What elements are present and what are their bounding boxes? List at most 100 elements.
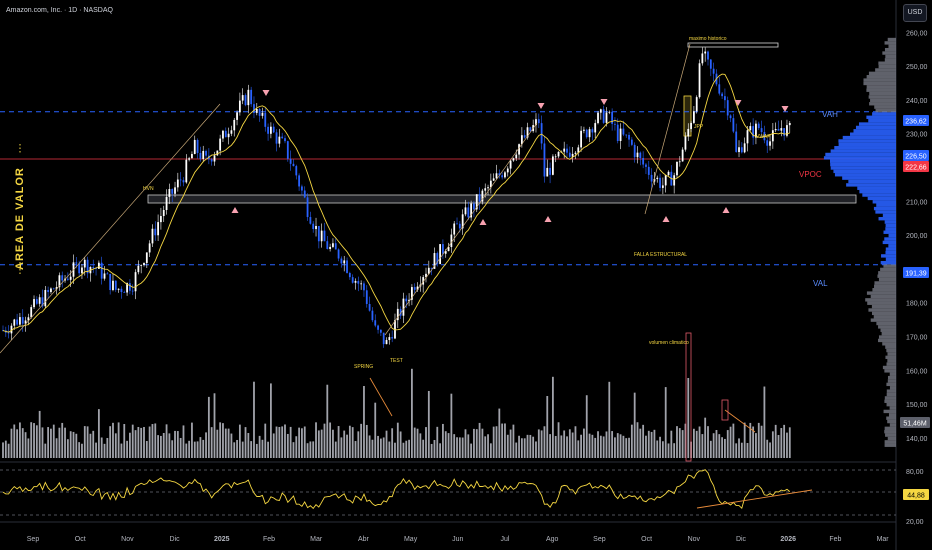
volume-bar: [171, 440, 174, 458]
volume-bar: [740, 442, 743, 458]
profile-bar: [842, 135, 896, 140]
volume-box: [721, 399, 729, 421]
profile-bar: [868, 308, 896, 312]
volume-bar: [602, 436, 605, 458]
volume-bar: [512, 424, 515, 458]
candle: [86, 256, 89, 279]
profile-bar: [886, 389, 896, 393]
volume-bar: [50, 428, 52, 458]
candle: [131, 284, 134, 296]
price-tick: 250,00: [906, 64, 928, 71]
volume-bar: [625, 438, 628, 458]
price-axis[interactable]: 260,00250,00240,00230,00220,00210,00200,…: [906, 30, 928, 443]
volume-bar: [292, 442, 295, 458]
volume-bar: [210, 427, 213, 458]
volume-bar: [439, 443, 441, 458]
swing-low-marker: [662, 216, 670, 222]
profile-bar: [878, 271, 896, 275]
volume-bar: [129, 432, 131, 458]
volume-bar: [422, 439, 425, 458]
volume-bar: [188, 440, 191, 458]
profile-bar: [871, 311, 896, 316]
candle: [774, 122, 777, 133]
candle: [537, 113, 540, 128]
candle: [611, 108, 614, 131]
currency-button[interactable]: USD: [903, 4, 927, 22]
candle: [16, 313, 18, 326]
candle: [388, 333, 391, 345]
candle: [250, 86, 253, 107]
profile-bar: [823, 156, 896, 160]
candle: [422, 275, 425, 293]
osc-upper-tick: 80,00: [906, 469, 924, 476]
candle: [320, 223, 323, 248]
time-tick: Dic: [170, 536, 181, 543]
osc-divergence-line: [696, 489, 813, 509]
candle: [137, 260, 140, 275]
profile-bar: [848, 179, 896, 184]
profile-bar: [884, 426, 896, 431]
candle: [566, 144, 568, 159]
volume-bar: [89, 433, 92, 458]
profile-bar: [878, 217, 896, 221]
volume-bar: [667, 443, 670, 458]
profile-bar: [862, 193, 896, 197]
volume-bar: [33, 423, 35, 458]
candle: [97, 260, 100, 270]
swing-low-marker: [231, 207, 239, 213]
volume-bar: [721, 437, 723, 458]
time-axis[interactable]: Sep Oct Nov Dic 2025 Feb Mar Abr May Jun Jul Ago Sep…: [27, 536, 890, 543]
volume-bar: [374, 402, 377, 458]
volume-bar: [176, 431, 179, 458]
volume-bar: [255, 443, 258, 458]
vpoc-label: VPOC: [799, 170, 822, 179]
candle: [315, 217, 317, 237]
candle: [416, 282, 419, 292]
candle: [467, 201, 470, 220]
candle: [436, 251, 439, 267]
candle: [323, 222, 326, 242]
volume-bar: [673, 443, 676, 458]
osc-lower-tick: 20,00: [906, 519, 924, 526]
volume-bar: [193, 441, 196, 458]
candle: [481, 188, 484, 205]
candle: [382, 332, 385, 348]
osc-badge: 44,88: [903, 489, 929, 500]
volume-bar: [55, 438, 58, 458]
profile-bar: [873, 315, 896, 319]
volume-bar: [769, 442, 771, 458]
candle: [749, 122, 752, 131]
candle: [52, 287, 55, 290]
volume-bar: [489, 443, 492, 458]
volume-bar: [436, 426, 439, 458]
candle: [374, 314, 377, 328]
volume-badge: 51,46M: [900, 417, 930, 428]
profile-bar: [878, 277, 896, 282]
candle: [413, 283, 416, 294]
vah-label: VAH: [822, 110, 838, 119]
volume-bar: [317, 430, 320, 458]
candle: [207, 148, 210, 165]
profile-bar: [887, 352, 896, 356]
volume-bar: [495, 426, 498, 458]
candle: [645, 162, 647, 174]
volume-bar: [185, 443, 188, 458]
candle: [687, 123, 690, 142]
swing-high-marker: [262, 90, 270, 96]
candle: [346, 257, 348, 274]
candle: [168, 183, 171, 204]
volume-bar: [391, 428, 394, 458]
volume-bar: [647, 430, 650, 458]
candle: [738, 140, 740, 158]
candle: [312, 221, 315, 233]
profile-bar: [888, 244, 896, 248]
volume-bar: [41, 427, 44, 458]
volume-bar: [487, 434, 489, 458]
candle: [50, 287, 52, 294]
candle: [580, 126, 582, 152]
profile-bar: [833, 169, 896, 174]
volume-bar: [363, 386, 365, 458]
candle: [427, 260, 430, 275]
profile-bar: [888, 44, 896, 48]
